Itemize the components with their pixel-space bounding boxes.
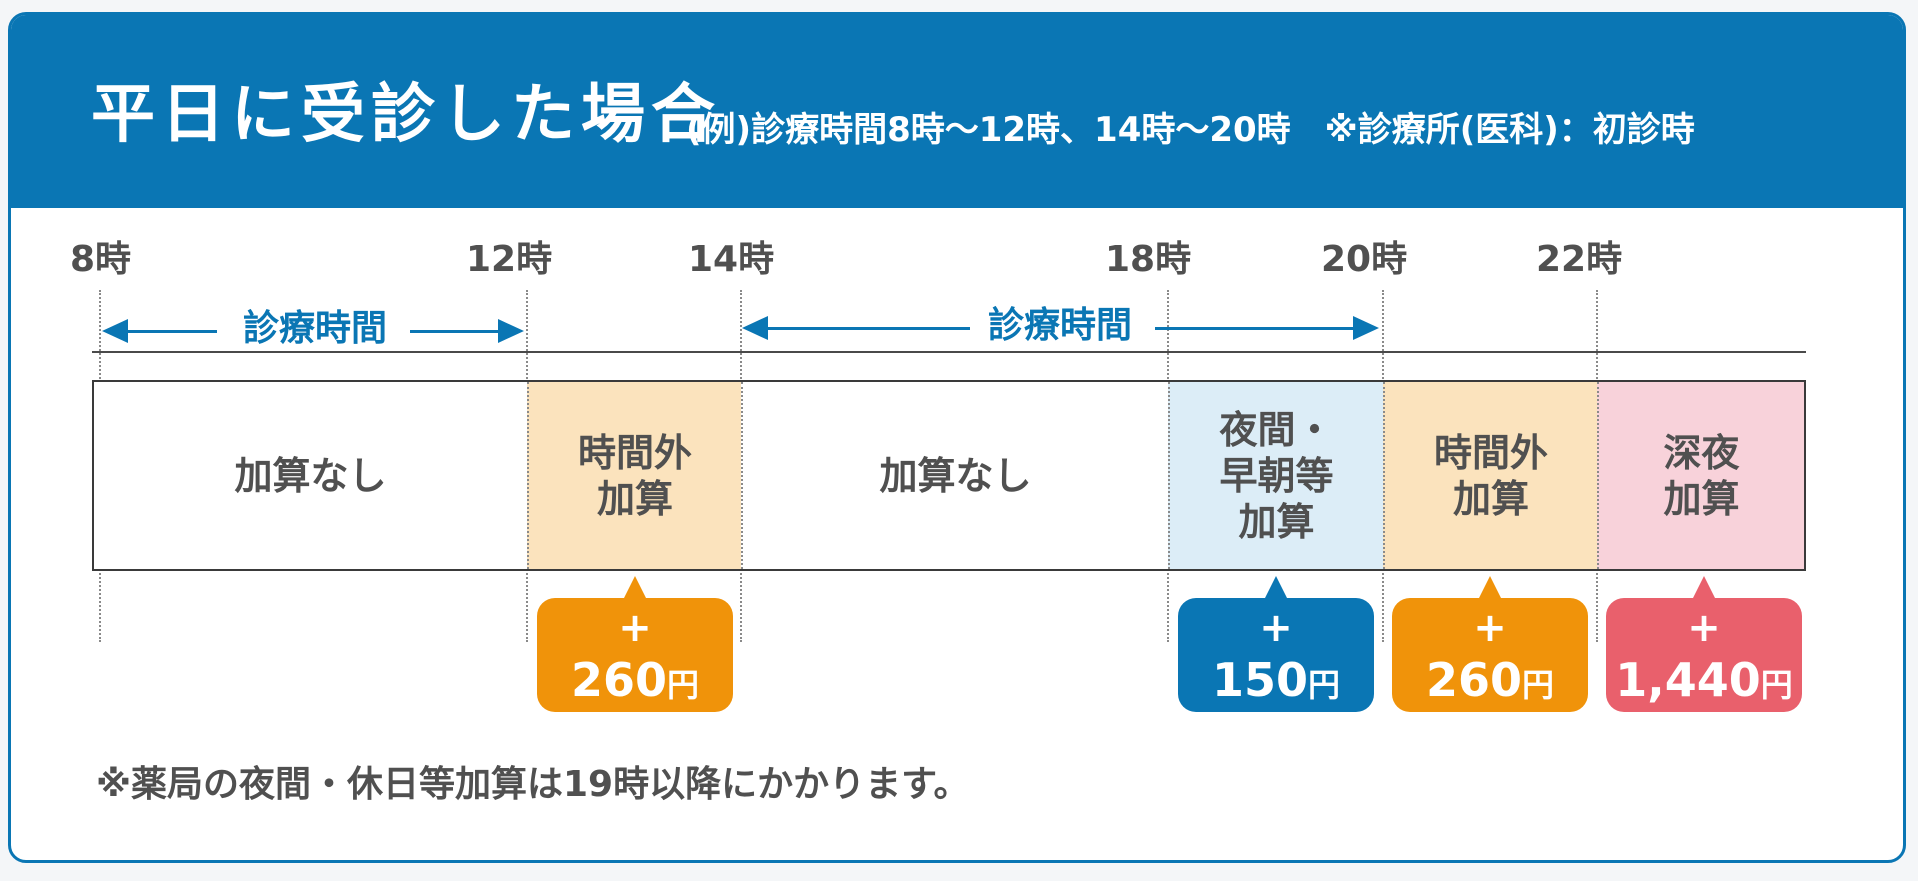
badge-plus: + <box>1687 605 1721 651</box>
badge-unit: 円 <box>1760 666 1793 704</box>
page-subtitle: (例)診療時間8時～12時、14時～20時 ※診療所(医科)：初診時 <box>686 110 1695 150</box>
fee-segment-bar: 加算なし 時間外 加算 加算なし 夜間・ 早朝等 加算 時間外 加算 深夜 加算 <box>92 380 1806 571</box>
segment-no-fee-afternoon: 加算なし <box>741 382 1168 569</box>
badge-late-night: + 1,440円 <box>1606 598 1802 712</box>
range-1-line-right <box>410 330 502 333</box>
segment-late-night-label: 深夜 加算 <box>1663 430 1740 521</box>
hour-label-18: 18時 <box>1105 239 1192 280</box>
range-1-label: 診療時間 <box>242 308 388 349</box>
badge-plus: + <box>618 605 652 651</box>
range-1-left-arrow <box>102 319 128 343</box>
badge-amount-value: 260 <box>1425 653 1522 707</box>
header-banner: 平日に受診した場合 (例)診療時間8時～12時、14時～20時 ※診療所(医科)… <box>11 15 1903 208</box>
segment-night-early: 夜間・ 早朝等 加算 <box>1168 382 1383 569</box>
badge-unit: 円 <box>1308 666 1341 704</box>
timeline-axis <box>92 351 1806 353</box>
segment-no-fee-morning: 加算なし <box>94 382 527 569</box>
badge-amount: 260円 <box>1392 654 1588 711</box>
badge-overtime-evening: + 260円 <box>1392 598 1588 712</box>
badge-plus: + <box>1473 605 1507 651</box>
badge-overtime-midday: + 260円 <box>537 598 733 712</box>
segment-overtime-evening: 時間外 加算 <box>1383 382 1597 569</box>
hour-label-22: 22時 <box>1536 239 1623 280</box>
range-2-right-arrow <box>1353 316 1379 340</box>
hour-label-14: 14時 <box>688 239 775 280</box>
segment-no-fee-morning-label: 加算なし <box>234 453 387 498</box>
badge-plus: + <box>1259 605 1293 651</box>
badge-amount: 150円 <box>1178 654 1374 711</box>
badge-unit: 円 <box>1522 666 1555 704</box>
segment-no-fee-afternoon-label: 加算なし <box>879 453 1032 498</box>
badge-amount: 260円 <box>537 654 733 711</box>
range-2-left-arrow <box>742 316 768 340</box>
segment-overtime-midday: 時間外 加算 <box>527 382 741 569</box>
segment-late-night: 深夜 加算 <box>1597 382 1804 569</box>
range-2-line-left <box>765 327 970 330</box>
range-2-label: 診療時間 <box>987 305 1133 346</box>
segment-night-early-label: 夜間・ 早朝等 加算 <box>1219 407 1334 544</box>
badge-unit: 円 <box>667 666 700 704</box>
range-1-right-arrow <box>498 319 524 343</box>
segment-overtime-evening-label: 時間外 加算 <box>1433 430 1548 521</box>
badge-amount-value: 150 <box>1211 653 1308 707</box>
segment-overtime-midday-label: 時間外 加算 <box>577 430 692 521</box>
pharmacy-footnote: ※薬局の夜間・休日等加算は19時以降にかかります。 <box>96 764 970 805</box>
badge-night-early: + 150円 <box>1178 598 1374 712</box>
badge-amount-value: 1,440 <box>1615 653 1761 707</box>
badge-amount: 1,440円 <box>1606 654 1802 711</box>
page-title: 平日に受診した場合 <box>91 78 721 152</box>
hour-label-12: 12時 <box>466 239 553 280</box>
range-2-line-right <box>1155 327 1355 330</box>
hour-label-20: 20時 <box>1321 239 1408 280</box>
hour-label-8: 8時 <box>70 239 132 280</box>
badge-amount-value: 260 <box>570 653 667 707</box>
range-1-line-left <box>124 330 217 333</box>
